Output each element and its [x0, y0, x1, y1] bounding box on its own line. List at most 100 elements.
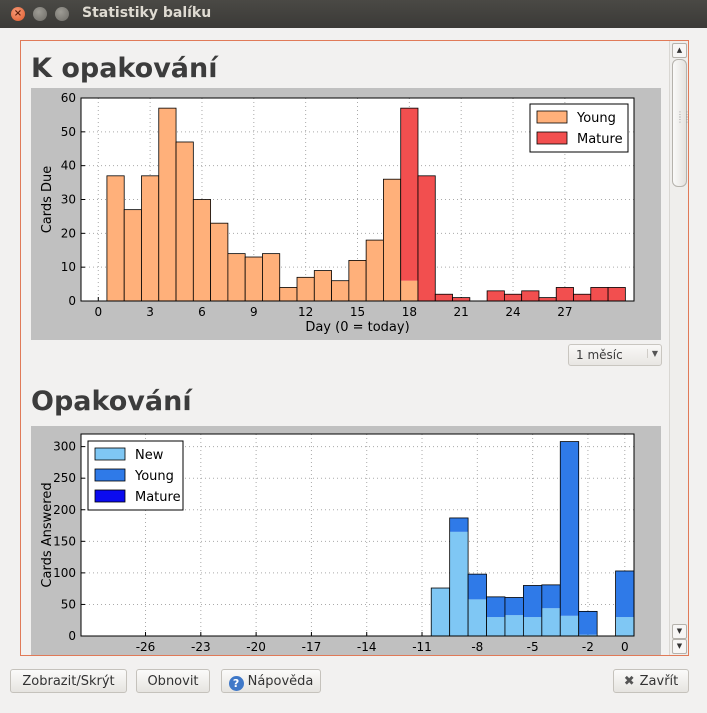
- bar-segment: [124, 209, 142, 301]
- scroll-down-icon[interactable]: ▼: [672, 624, 687, 639]
- toggle-button-label: Zobrazit/Skrýt: [22, 674, 115, 689]
- bar-segment: [314, 270, 332, 301]
- bar-segment: [245, 257, 263, 301]
- x-tick-label: 0: [621, 640, 629, 654]
- y-tick-label: 250: [53, 471, 76, 485]
- y-tick-label: 50: [61, 597, 76, 611]
- close-button-label: Zavřít: [639, 674, 679, 689]
- x-tick-label: -23: [191, 640, 211, 654]
- y-tick-label: 150: [53, 534, 76, 548]
- bar-segment: [504, 615, 524, 636]
- bar-segment: [615, 617, 634, 636]
- bar-segment: [560, 441, 579, 616]
- bar-segment: [541, 584, 561, 609]
- title-bar: × Statistiky balíku: [0, 0, 707, 28]
- bar-segment: [297, 277, 315, 301]
- help-button-label: Nápověda: [247, 674, 314, 689]
- bar-segment: [348, 260, 367, 301]
- bar-segment: [504, 294, 522, 301]
- bar-segment: [431, 588, 450, 636]
- grip-icon: ⋮⋮ ⋮⋮: [676, 110, 689, 124]
- legend-swatch: [536, 110, 568, 124]
- legend: Young Mature: [529, 103, 629, 153]
- period-select[interactable]: 1 měsíc ▼: [568, 344, 662, 366]
- x-tick-label: -14: [357, 640, 377, 654]
- bar-segment: [176, 141, 194, 301]
- due-chart: 0 10 20 30 40 50 60 0 3 6 9 12 15 18 21 24 27 Day (0 = to…: [31, 88, 661, 340]
- scrollbar-thumb[interactable]: ⋮⋮ ⋮⋮: [672, 59, 689, 187]
- x-tick-label: 9: [250, 305, 258, 319]
- x-tick-label: 3: [146, 305, 154, 319]
- bar-segment: [521, 290, 539, 301]
- y-tick-label: 50: [61, 125, 76, 139]
- y-tick-label: 40: [61, 159, 76, 173]
- bar-segment: [435, 294, 453, 301]
- bar-segment: [417, 175, 436, 301]
- bar-segment: [400, 108, 418, 281]
- bar-segment: [158, 108, 177, 302]
- due-section-title: K opakování: [31, 53, 218, 84]
- close-window-icon[interactable]: ×: [11, 7, 25, 21]
- x-tick-label: 24: [505, 305, 520, 319]
- x-tick-label: 18: [402, 305, 417, 319]
- stats-content[interactable]: K opakování 0 10 20 30 40 50 60 0 3 6 9 12 15 18 21 24 2…: [21, 41, 669, 655]
- bar-segment: [486, 617, 505, 636]
- legend-label: Mature: [577, 132, 623, 147]
- x-tick-label: -11: [412, 640, 432, 654]
- y-tick-label: 300: [53, 440, 76, 454]
- x-tick-label: 0: [94, 305, 102, 319]
- y-tick-label: 30: [61, 193, 76, 207]
- maximize-window-icon[interactable]: [55, 7, 69, 21]
- toggle-button[interactable]: Zobrazit/Skrýt: [10, 669, 127, 693]
- bar-segment: [449, 531, 469, 636]
- help-button[interactable]: ? Nápověda: [221, 669, 321, 693]
- bar-segment: [400, 280, 418, 301]
- bar-segment: [560, 615, 579, 636]
- bar-segment: [331, 280, 349, 301]
- vertical-scrollbar[interactable]: ▲ ⋮⋮ ⋮⋮ ▼ ▼: [669, 41, 688, 655]
- x-tick-label: 6: [198, 305, 206, 319]
- chevron-down-icon: ▼: [646, 349, 658, 358]
- refresh-button[interactable]: Obnovit: [136, 669, 210, 693]
- bar-segment: [608, 287, 626, 301]
- bar-segment: [523, 617, 542, 636]
- x-tick-label: -8: [471, 640, 483, 654]
- bar-segment: [262, 253, 280, 301]
- x-tick-label: 21: [454, 305, 469, 319]
- y-tick-label: 60: [61, 91, 76, 105]
- minimize-window-icon[interactable]: [33, 7, 47, 21]
- help-icon: ?: [228, 676, 244, 691]
- bar-segment: [449, 517, 469, 532]
- y-tick-label: 0: [68, 629, 76, 643]
- y-tick-label: 100: [53, 566, 76, 580]
- x-tick-label: -20: [246, 640, 266, 654]
- close-icon: ✖: [623, 674, 635, 689]
- bar-segment: [452, 297, 470, 301]
- legend-swatch: [536, 131, 568, 145]
- legend: New Young Mature: [87, 440, 184, 511]
- legend-label: Young: [576, 111, 616, 126]
- plot-frame: [80, 97, 635, 302]
- bar-segment: [523, 585, 542, 618]
- reviews-chart: 0 50 100 150 200 250 300 -26 -23 -20 -17 -14 -11 -8 -5…: [31, 426, 661, 655]
- legend-swatch: [94, 447, 126, 461]
- scroll-up-icon[interactable]: ▲: [672, 43, 687, 58]
- x-tick-label: -17: [302, 640, 322, 654]
- legend-swatch: [94, 489, 126, 503]
- bar-segment: [504, 597, 524, 616]
- y-axis-label: Cards Answered: [40, 482, 55, 587]
- bar-segment: [486, 596, 505, 618]
- bar-segment: [538, 297, 557, 301]
- bar-segment: [468, 599, 487, 636]
- close-button[interactable]: ✖ Zavřít: [613, 669, 689, 693]
- legend-label: New: [135, 448, 164, 463]
- bar-segment: [468, 574, 487, 600]
- refresh-button-label: Obnovit: [147, 674, 199, 689]
- legend-label: Mature: [135, 490, 181, 505]
- bar-segment: [193, 199, 211, 301]
- bar-segment: [541, 608, 561, 636]
- bar-segment: [210, 223, 228, 301]
- scroll-end-icon[interactable]: ▼: [672, 639, 687, 654]
- y-tick-label: 10: [61, 260, 76, 274]
